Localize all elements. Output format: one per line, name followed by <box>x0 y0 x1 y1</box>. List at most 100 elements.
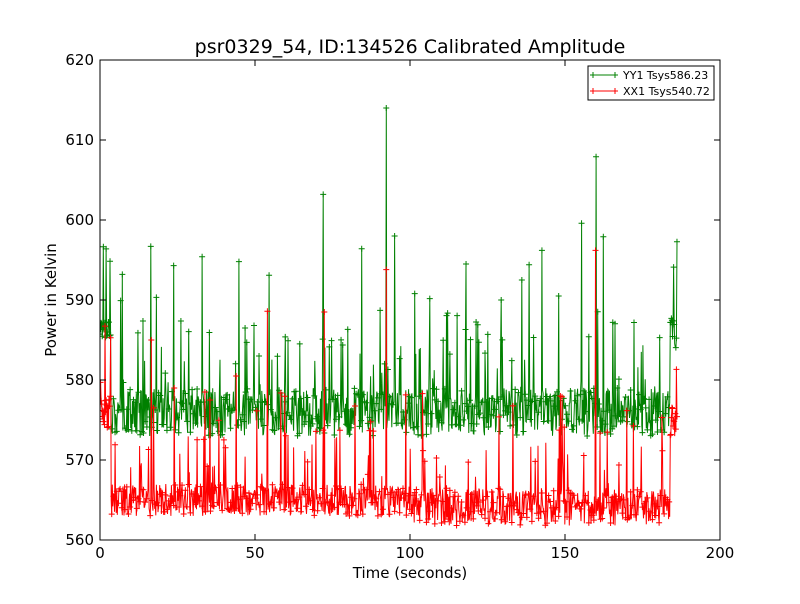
data-point <box>454 312 461 319</box>
data-point <box>200 436 207 443</box>
data-point <box>408 510 415 517</box>
data-point <box>374 394 381 401</box>
data-point <box>316 494 323 501</box>
data-point <box>515 509 522 516</box>
data-point <box>654 429 661 436</box>
data-point <box>105 423 112 430</box>
data-point <box>180 406 187 413</box>
data-point <box>533 397 540 404</box>
data-point <box>107 393 114 400</box>
data-point <box>334 392 341 399</box>
data-point <box>657 427 664 434</box>
data-point <box>389 494 396 501</box>
data-point <box>396 355 403 362</box>
data-point <box>133 505 140 512</box>
data-point <box>545 492 552 499</box>
data-point <box>279 481 286 488</box>
data-point <box>458 499 465 506</box>
data-point <box>179 400 186 407</box>
data-point <box>431 396 438 403</box>
data-point <box>132 494 139 501</box>
data-point <box>662 410 669 417</box>
data-point <box>122 506 129 513</box>
data-point <box>475 507 482 514</box>
data-point <box>518 277 525 283</box>
data-point <box>179 482 186 489</box>
data-point <box>343 421 350 428</box>
data-point <box>285 337 292 344</box>
data-point <box>378 511 385 518</box>
data-point <box>446 487 453 494</box>
data-point <box>555 293 562 299</box>
data-point <box>192 501 199 508</box>
data-point <box>438 520 445 527</box>
data-point <box>147 413 154 420</box>
data-point <box>552 517 559 524</box>
data-point <box>461 400 468 407</box>
data-point <box>448 505 455 512</box>
data-point <box>450 406 457 413</box>
data-point <box>185 481 192 488</box>
data-point <box>527 416 534 423</box>
data-point <box>639 429 646 436</box>
data-point <box>297 508 304 515</box>
data-point <box>329 396 336 403</box>
data-point <box>383 105 390 111</box>
data-point <box>102 323 109 330</box>
data-point <box>206 396 213 403</box>
data-point <box>235 496 242 503</box>
data-point <box>505 495 512 502</box>
data-point <box>656 408 663 415</box>
data-point <box>406 506 413 513</box>
data-point <box>127 386 134 393</box>
data-point <box>205 488 212 495</box>
data-point <box>289 485 296 492</box>
data-point <box>177 318 184 324</box>
data-point <box>103 397 110 404</box>
data-point <box>145 446 152 453</box>
data-point <box>528 398 535 405</box>
data-point <box>197 483 204 490</box>
data-point <box>619 417 626 424</box>
data-point <box>617 496 624 503</box>
data-point <box>112 441 119 448</box>
data-point <box>127 503 134 510</box>
data-point <box>100 397 105 404</box>
data-point <box>142 499 149 506</box>
data-point <box>225 406 232 413</box>
data-point <box>113 428 120 435</box>
data-point <box>214 499 221 506</box>
data-point <box>580 387 587 394</box>
data-point <box>103 245 110 252</box>
data-point <box>394 486 401 493</box>
data-point <box>641 395 648 402</box>
data-point <box>242 324 249 331</box>
data-point <box>492 515 499 522</box>
data-point <box>247 396 254 403</box>
data-point <box>376 488 383 495</box>
data-point <box>219 431 226 438</box>
data-point <box>367 418 374 425</box>
data-point <box>654 503 661 510</box>
data-point <box>184 503 191 510</box>
data-point <box>324 422 331 429</box>
data-point <box>532 393 539 400</box>
data-point <box>661 510 668 517</box>
data-point <box>160 421 167 428</box>
y-tick-label: 580 <box>65 371 94 389</box>
data-point <box>438 419 445 426</box>
data-point <box>123 406 130 413</box>
data-point <box>297 395 304 402</box>
data-point <box>668 317 675 324</box>
data-point <box>647 509 654 516</box>
data-point <box>237 416 244 423</box>
data-point <box>326 498 333 505</box>
data-point <box>634 423 641 430</box>
data-point <box>302 418 309 425</box>
data-point <box>282 333 289 340</box>
data-point <box>556 427 563 434</box>
data-point <box>137 498 144 505</box>
data-point <box>239 411 246 418</box>
data-point <box>139 318 146 325</box>
